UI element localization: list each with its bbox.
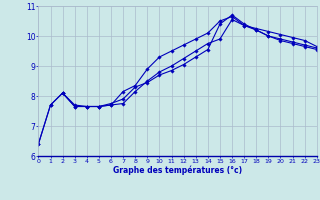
X-axis label: Graphe des températures (°c): Graphe des températures (°c) (113, 165, 242, 175)
